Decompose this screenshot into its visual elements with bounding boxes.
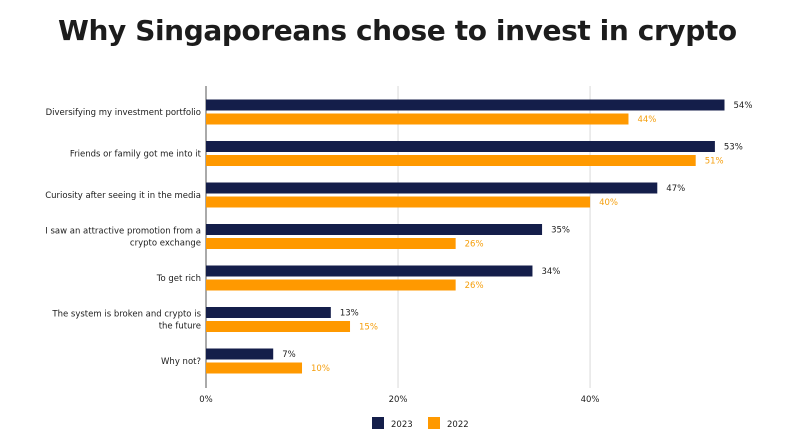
bar-2022-5 — [206, 321, 351, 332]
bar-2022-6 — [206, 362, 303, 374]
bar-2023-3 — [206, 224, 543, 235]
x-tick-label: 0% — [199, 395, 213, 405]
value-label-2022-0: 44% — [637, 115, 656, 125]
value-label-2023-5: 13% — [340, 309, 359, 319]
category-label-4: To get rich — [156, 274, 201, 284]
category-label-0: Diversifying my investment portfolio — [46, 108, 201, 118]
bar-2022-2 — [206, 196, 591, 208]
value-label-2023-4: 34% — [541, 267, 560, 277]
bars — [206, 99, 725, 374]
legend-label-2022: 2022 — [447, 420, 469, 430]
bar-2022-1 — [206, 155, 696, 166]
bar-2023-2 — [206, 182, 658, 194]
value-label-2023-2: 47% — [666, 184, 685, 194]
value-label-2022-4: 26% — [465, 281, 484, 291]
legend-label-2023: 2023 — [391, 420, 413, 430]
bar-2023-4 — [206, 265, 533, 277]
bar-2022-4 — [206, 279, 456, 291]
value-label-2023-3: 35% — [551, 226, 570, 236]
value-label-2022-6: 10% — [311, 364, 330, 374]
value-label-2022-5: 15% — [359, 323, 378, 333]
category-label-3: I saw an attractive promotion from a cryp… — [45, 227, 201, 249]
value-label-2022-2: 40% — [599, 198, 618, 208]
chart-title: Why Singaporeans chose to invest in cryp… — [58, 14, 737, 47]
value-label-2023-0: 54% — [734, 101, 753, 111]
legend-swatch-2022 — [428, 417, 440, 429]
legend-swatch-2023 — [372, 417, 384, 429]
bar-2022-3 — [206, 238, 456, 249]
value-label-2023-1: 53% — [724, 143, 743, 153]
bar-2023-1 — [206, 141, 715, 152]
category-label-6: Why not? — [161, 357, 201, 367]
value-label-2023-6: 7% — [282, 350, 296, 360]
labels: 0% 20% 40% 54% 44% Diversifying my investment… — [45, 101, 752, 405]
bar-2023-0 — [206, 99, 725, 111]
value-label-2022-1: 51% — [705, 157, 724, 167]
value-label-2022-3: 26% — [465, 240, 484, 250]
x-tick-label: 40% — [581, 395, 600, 405]
bar-2023-5 — [206, 307, 331, 318]
legend: 2023 2022 — [372, 417, 469, 430]
x-tick-label: 20% — [389, 395, 408, 405]
category-label-2: Curiosity after seeing it in the media — [45, 191, 201, 201]
gridlines — [205, 86, 591, 388]
category-label-1: Friends or family got me into it — [70, 150, 202, 160]
category-label-5: The system is broken and crypto is the fu… — [51, 310, 201, 332]
bar-2022-0 — [206, 113, 629, 125]
bar-2023-6 — [206, 348, 274, 360]
